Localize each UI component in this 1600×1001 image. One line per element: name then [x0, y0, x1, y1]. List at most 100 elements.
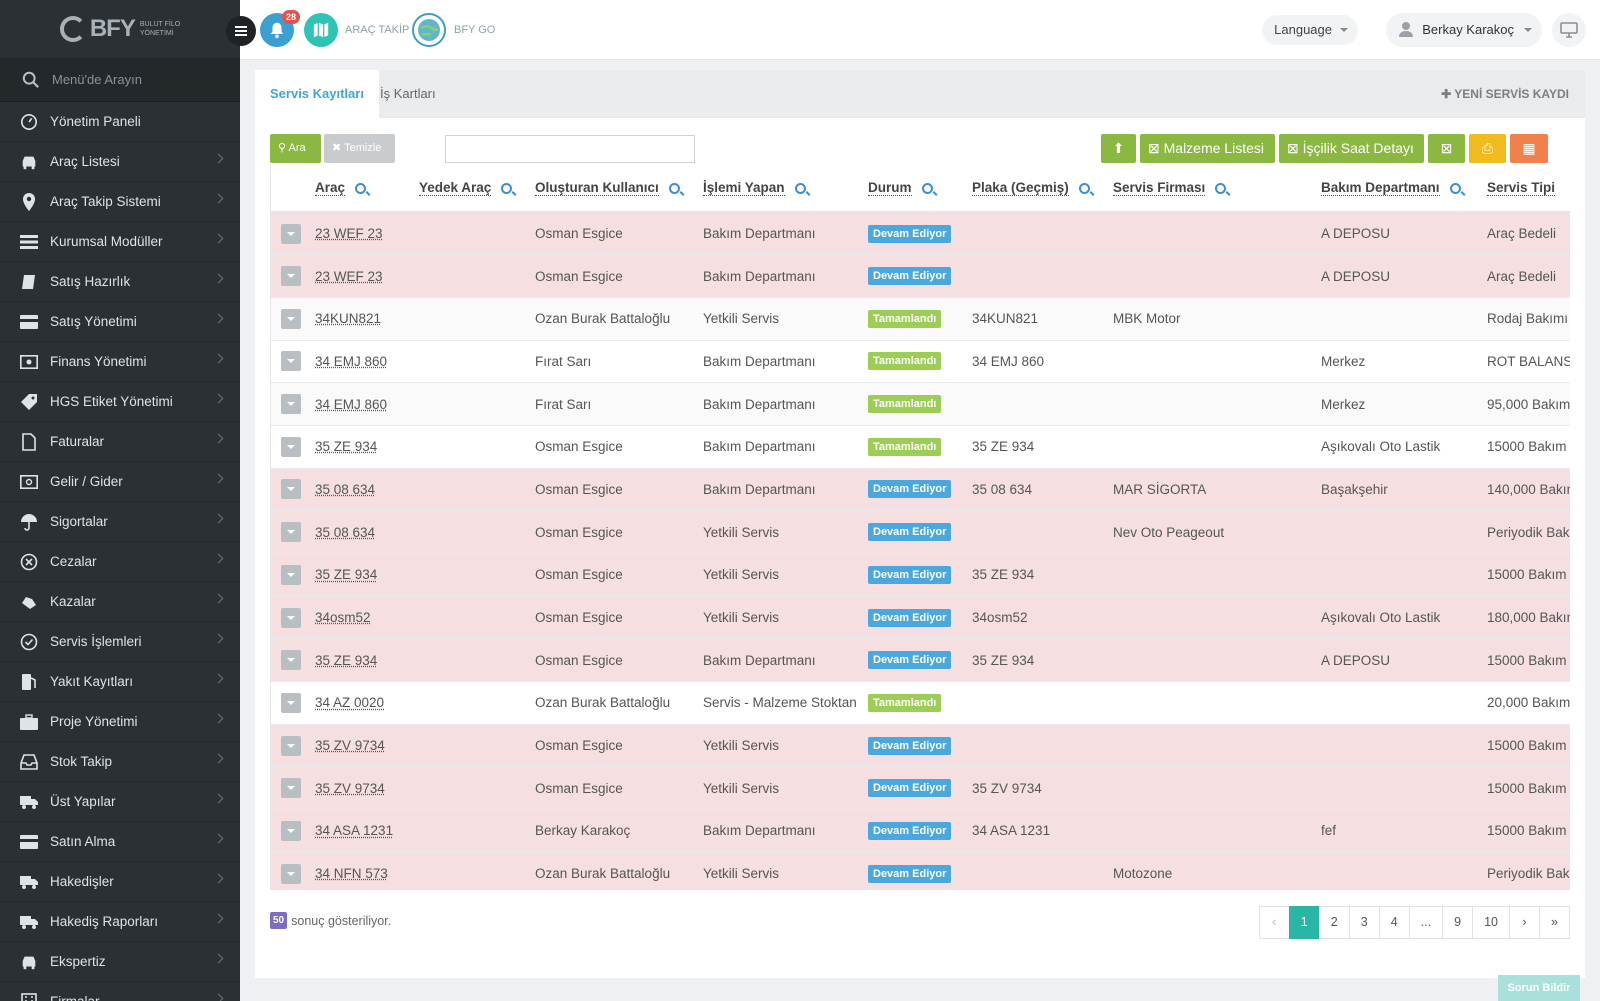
vehicle-link[interactable]: 23 WEF 23 [315, 268, 383, 284]
search-button[interactable]: ⚲ Ara [270, 134, 321, 163]
row-expand-button[interactable] [281, 479, 301, 500]
table-row[interactable]: 23 WEF 23 Osman Esgice Bakım Departmanı Dev… [271, 212, 1570, 256]
sidebar-item-hakediş-raporları[interactable]: Hakediş Raporları [0, 902, 240, 942]
table-row[interactable]: 35 ZV 9734 Osman Esgice Yetkili Servis Deva… [271, 766, 1570, 811]
sidebar-item-yakıt-kayıtları[interactable]: Yakıt Kayıtları [0, 662, 240, 702]
vehicle-link[interactable]: 34 AZ 0020 [315, 695, 385, 711]
row-expand-button[interactable] [281, 308, 301, 329]
search-icon[interactable] [501, 182, 513, 194]
vehicle-link[interactable]: 35 ZE 934 [315, 567, 378, 583]
search-icon[interactable] [668, 182, 680, 194]
sidebar-item-kurumsal-modüller[interactable]: Kurumsal Modüller [0, 222, 240, 262]
page-button[interactable]: 1 [1288, 906, 1320, 939]
column-select-button[interactable]: ▦ [1510, 134, 1548, 163]
column-header[interactable]: Oluşturan Kullanıcı [535, 164, 703, 213]
search-icon[interactable] [1078, 182, 1090, 194]
page-button[interactable]: ... [1408, 906, 1444, 939]
search-icon[interactable] [1449, 182, 1461, 194]
user-menu[interactable]: Berkay Karakoç [1386, 13, 1542, 47]
column-header[interactable]: Servis Firması [1113, 164, 1321, 213]
table-row[interactable]: 35 ZE 934 Osman Esgice Bakım Departmanı Dev… [271, 638, 1570, 683]
labor-detail-button[interactable]: ⊠ İşçilik Saat Detayı [1279, 134, 1424, 163]
table-row[interactable]: 35 ZV 9734 Osman Esgice Yetkili Servis Deva… [271, 724, 1570, 768]
sidebar-item-hakedişler[interactable]: Hakedişler [0, 862, 240, 902]
row-expand-button[interactable] [281, 778, 301, 799]
row-expand-button[interactable] [281, 223, 301, 244]
arac-takip-label[interactable]: ARAÇ TAKİP [345, 24, 410, 36]
sidebar-item-hgs-etiket-yönetimi[interactable]: HGS Etiket Yönetimi [0, 382, 240, 422]
column-header[interactable]: İşlemi Yapan [703, 164, 868, 213]
page-button[interactable]: » [1539, 906, 1570, 939]
search-icon[interactable] [355, 182, 367, 194]
row-expand-button[interactable] [281, 522, 301, 543]
material-list-button[interactable]: ⊠ Malzeme Listesi [1140, 134, 1275, 163]
table-row[interactable]: 34 AZ 0020 Ozan Burak Battaloğlu Servis - … [271, 681, 1570, 725]
bfy-go-button[interactable] [412, 13, 446, 47]
row-expand-button[interactable] [281, 650, 301, 671]
table-row[interactable]: 34KUN821 Ozan Burak Battaloğlu Yetkili Ser… [271, 297, 1570, 341]
vehicle-link[interactable]: 35 08 634 [315, 524, 376, 540]
menu-toggle-button[interactable] [226, 16, 256, 46]
row-expand-button[interactable] [281, 863, 301, 884]
sidebar-item-satış-yönetimi[interactable]: Satış Yönetimi [0, 302, 240, 342]
page-button[interactable]: 10 [1472, 906, 1510, 939]
page-button[interactable]: 9 [1442, 906, 1474, 939]
sidebar-item-finans-yönetimi[interactable]: Finans Yönetimi [0, 342, 240, 382]
upload-button[interactable]: ⬆ [1101, 134, 1136, 163]
table-row[interactable]: 34 EMJ 860 Fırat Sarı Bakım Departmanı Tama… [271, 382, 1570, 426]
arac-takip-button[interactable] [304, 13, 338, 47]
sidebar-item-faturalar[interactable]: Faturalar [0, 422, 240, 462]
vehicle-link[interactable]: 34osm52 [315, 610, 371, 626]
row-expand-button[interactable] [281, 735, 301, 756]
column-header[interactable]: Bakım Departmanı [1321, 164, 1487, 213]
row-expand-button[interactable] [281, 692, 301, 713]
clear-button[interactable]: ✖ Temizle [324, 134, 395, 163]
vehicle-link[interactable]: 35 08 634 [315, 481, 376, 497]
sidebar-item-sigortalar[interactable]: Sigortalar [0, 502, 240, 542]
tab-is-kartlari[interactable]: İş Kartları [380, 86, 436, 101]
row-expand-button[interactable] [281, 607, 301, 628]
sidebar-item-firmalar[interactable]: Firmalar [0, 982, 240, 1001]
sidebar-item-araç-listesi[interactable]: Araç Listesi [0, 142, 240, 182]
table-row[interactable]: 34 NFN 573 Ozan Burak Battaloğlu Yetkili S… [271, 852, 1570, 889]
search-icon[interactable] [921, 182, 933, 194]
vehicle-link[interactable]: 35 ZE 934 [315, 439, 378, 455]
vehicle-link[interactable]: 34 EMJ 860 [315, 353, 388, 369]
language-dropdown[interactable]: Language [1262, 15, 1358, 45]
vehicle-link[interactable]: 34 ASA 1231 [315, 823, 394, 839]
vehicle-link[interactable]: 34 EMJ 860 [315, 396, 388, 412]
vehicle-link[interactable]: 35 ZE 934 [315, 652, 378, 668]
sidebar-item-cezalar[interactable]: Cezalar [0, 542, 240, 582]
row-expand-button[interactable] [281, 564, 301, 585]
sidebar-item-servis-i-şlemleri[interactable]: Servis İşlemleri [0, 622, 240, 662]
notifications-button[interactable]: 28 [260, 10, 300, 47]
row-expand-button[interactable] [281, 820, 301, 841]
table-row[interactable]: 35 08 634 Osman Esgice Bakım Departmanı Dev… [271, 468, 1570, 512]
vehicle-link[interactable]: 23 WEF 23 [315, 226, 383, 242]
brand-logo[interactable]: BFY BULUT FİLO YÖNETİMİ [59, 15, 180, 43]
vehicle-link[interactable]: 35 ZV 9734 [315, 738, 385, 754]
vehicle-link[interactable]: 35 ZV 9734 [315, 780, 385, 796]
search-icon[interactable] [794, 182, 806, 194]
column-header[interactable]: Servis Tipi [1487, 164, 1570, 213]
row-expand-button[interactable] [281, 351, 301, 372]
sidebar-item-yönetim-paneli[interactable]: Yönetim Paneli [0, 102, 240, 142]
new-service-button[interactable]: ✚ YENİ SERVİS KAYDI [1441, 70, 1569, 118]
table-row[interactable]: 34 EMJ 860 Fırat Sarı Bakım Departmanı Tama… [271, 340, 1570, 384]
page-button[interactable]: ‹ [1258, 906, 1290, 939]
sidebar-search[interactable]: Menü'de Arayın [0, 58, 240, 102]
sidebar-item-proje-yönetimi[interactable]: Proje Yönetimi [0, 702, 240, 742]
sidebar-item-ekspertiz[interactable]: Ekspertiz [0, 942, 240, 982]
column-header[interactable]: Durum [868, 164, 972, 213]
page-button[interactable]: 4 [1378, 906, 1410, 939]
sidebar-item-stok-takip[interactable]: Stok Takip [0, 742, 240, 782]
row-expand-button[interactable] [281, 436, 301, 457]
sidebar-item-üst-yapılar[interactable]: Üst Yapılar [0, 782, 240, 822]
search-input[interactable] [445, 135, 695, 163]
vehicle-link[interactable]: 34 NFN 573 [315, 866, 388, 882]
table-row[interactable]: 34 ASA 1231 Berkay Karakoç Bakım Departman… [271, 809, 1570, 853]
column-header[interactable]: Yedek Araç [419, 164, 535, 213]
row-expand-button[interactable] [281, 266, 301, 287]
column-header[interactable]: Araç [315, 164, 419, 213]
table-row[interactable]: 34osm52 Osman Esgice Yetkili Servis Devam E… [271, 596, 1570, 640]
